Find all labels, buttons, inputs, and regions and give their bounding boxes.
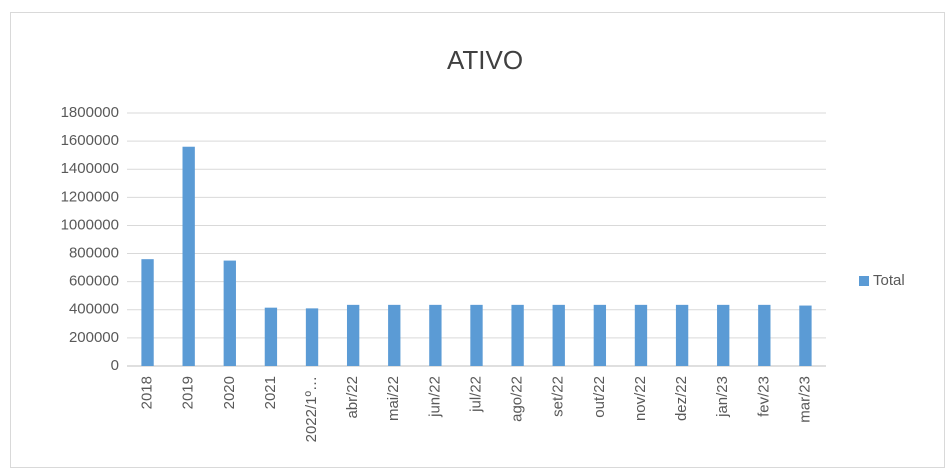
- x-tick-label: dez/22: [673, 376, 690, 421]
- y-tick-label: 1400000: [61, 160, 119, 177]
- bar: [305, 308, 319, 366]
- x-tick-label: ago/22: [509, 376, 526, 422]
- y-tick-label: 1600000: [61, 132, 119, 149]
- bar: [141, 259, 154, 366]
- y-tick-label: 1800000: [61, 104, 119, 121]
- legend-swatch: [859, 276, 869, 286]
- legend-label: Total: [873, 272, 905, 289]
- bar: [758, 304, 771, 366]
- y-tick-label: 200000: [69, 329, 119, 346]
- bar: [511, 304, 524, 366]
- bar: [799, 305, 812, 366]
- chart-border: [10, 12, 945, 468]
- bar: [346, 304, 360, 366]
- x-tick-label: 2019: [180, 376, 197, 409]
- x-tick-label: jul/22: [467, 376, 484, 413]
- x-tick-label: 2022/1º…: [303, 376, 320, 442]
- bar: [552, 304, 565, 366]
- y-tick-label: 1200000: [61, 188, 119, 205]
- x-tick-label: mai/22: [385, 376, 402, 421]
- bar: [223, 260, 236, 366]
- y-tick-label: 600000: [69, 273, 119, 290]
- bar: [675, 304, 689, 366]
- bar: [717, 304, 730, 366]
- x-tick-label: abr/22: [344, 376, 361, 419]
- y-tick-label: 1000000: [61, 216, 119, 233]
- x-tick-label: nov/22: [632, 376, 649, 421]
- bar: [470, 304, 483, 366]
- y-tick-label: 400000: [69, 301, 119, 318]
- y-tick-label: 0: [111, 357, 119, 374]
- x-tick-label: mar/23: [796, 376, 813, 423]
- bar: [182, 146, 195, 366]
- x-tick-label: jan/23: [714, 376, 731, 418]
- x-tick-label: 2020: [221, 376, 238, 409]
- x-tick-label: out/22: [591, 376, 608, 418]
- x-tick-label: fev/23: [755, 376, 772, 417]
- bar: [388, 304, 401, 366]
- x-tick-label: set/22: [550, 376, 567, 417]
- x-tick-label: 2021: [262, 376, 279, 409]
- chart-title: ATIVO: [447, 45, 523, 75]
- y-tick-label: 800000: [69, 245, 119, 262]
- bar: [634, 304, 648, 366]
- bar: [264, 307, 278, 366]
- bar: [593, 304, 607, 366]
- bar: [429, 304, 442, 366]
- x-tick-label: jun/22: [426, 376, 443, 418]
- x-tick-label: 2018: [139, 376, 156, 409]
